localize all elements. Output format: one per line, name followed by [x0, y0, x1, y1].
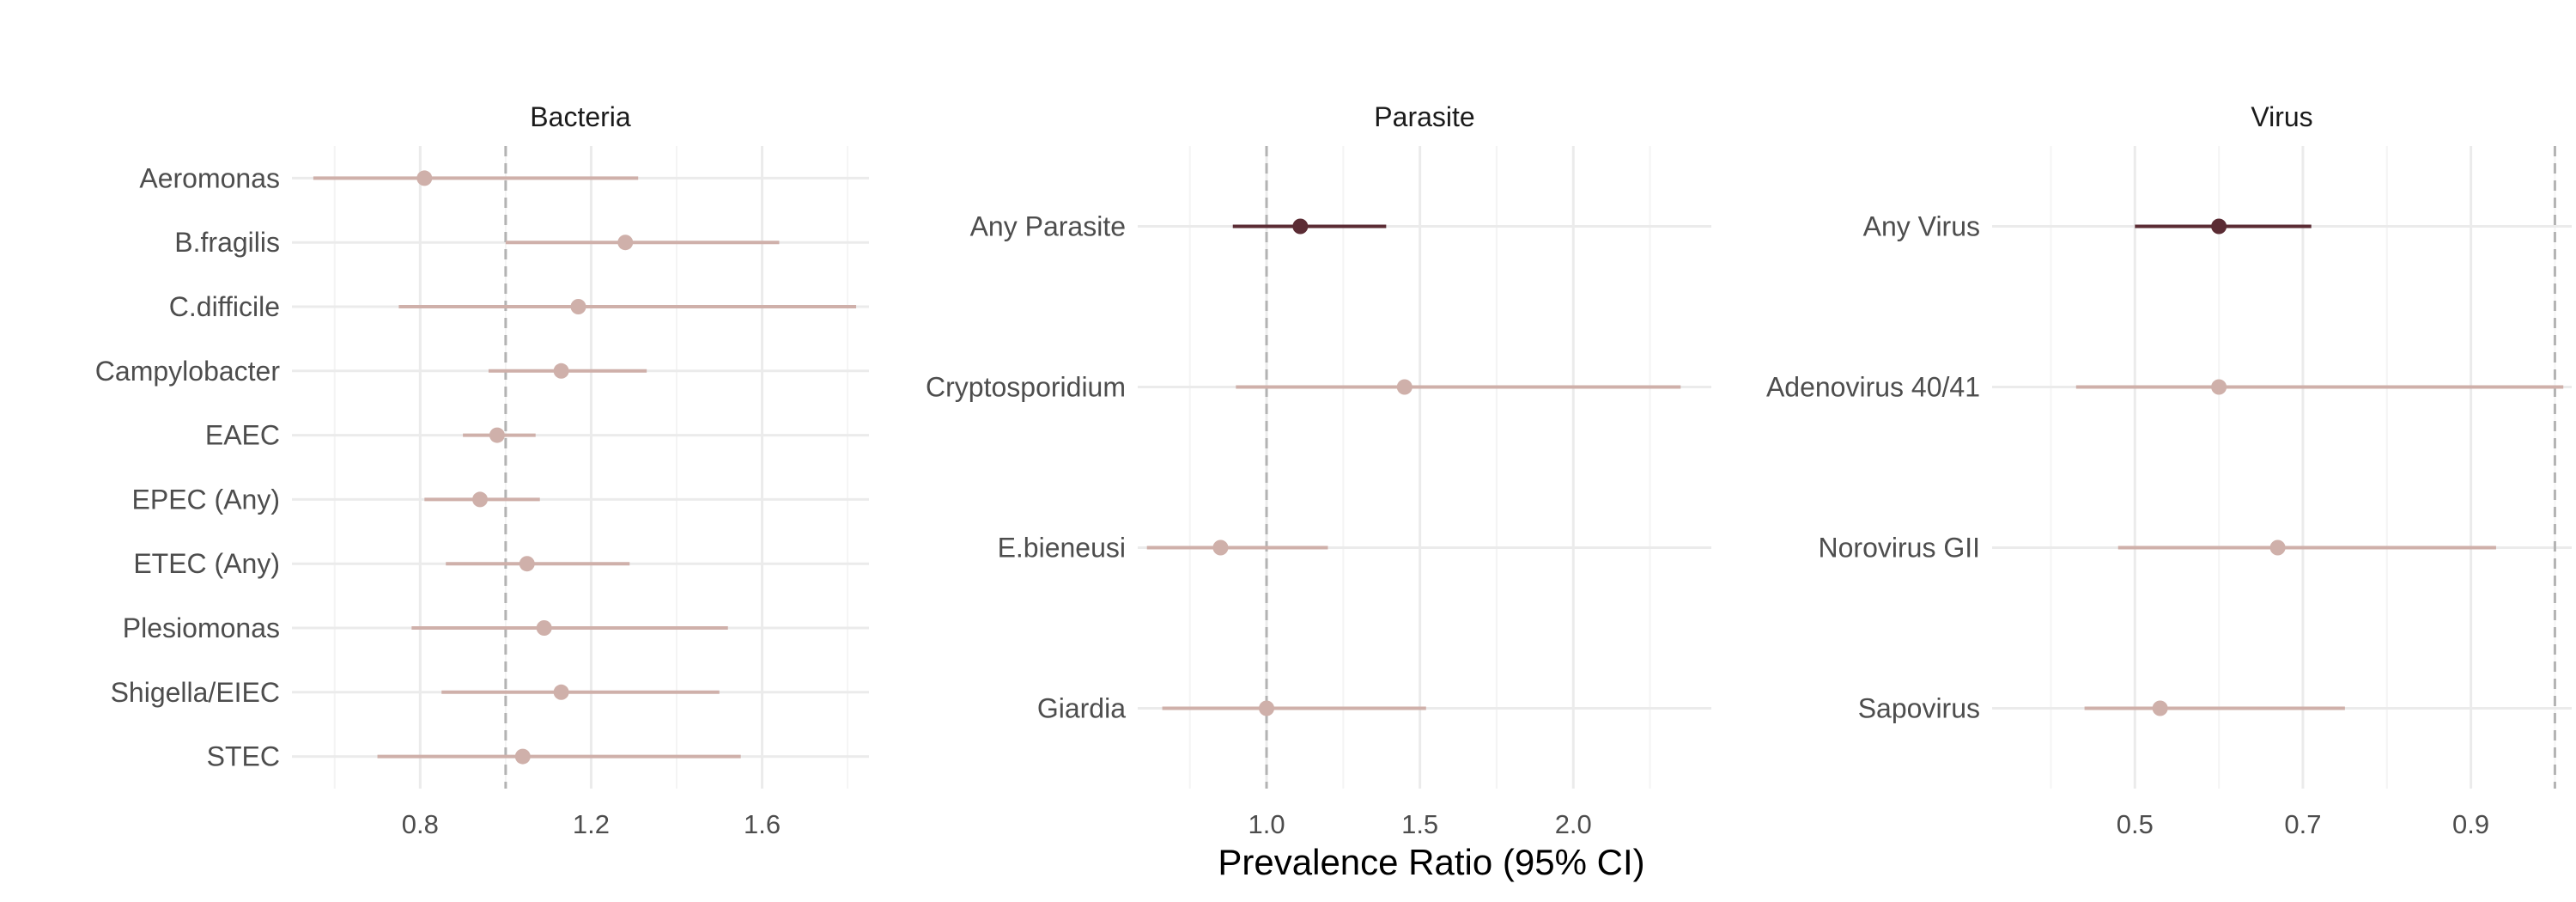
category-label: Shigella/EIEC	[111, 677, 280, 708]
panel-virus: Virus Any Virus Adenovirus 40/41 Norovirus …	[1766, 101, 2572, 839]
panel-title: Parasite	[1374, 101, 1474, 132]
panel-title: Bacteria	[530, 101, 631, 132]
point-estimate	[536, 620, 552, 636]
point-estimate	[514, 748, 531, 765]
x-tick-label: 1.0	[1248, 809, 1285, 839]
x-tick-label: 1.5	[1401, 809, 1438, 839]
panel-title: Virus	[2251, 101, 2312, 132]
point-estimate	[2269, 539, 2286, 556]
x-tick-label: 1.6	[744, 809, 781, 839]
point-estimate	[553, 684, 569, 700]
x-tick-label: 1.2	[573, 809, 610, 839]
point-estimate	[472, 491, 489, 508]
point-estimate	[2211, 379, 2227, 395]
point-estimate	[2152, 700, 2168, 716]
category-label: STEC	[207, 741, 280, 772]
category-label: EAEC	[205, 420, 280, 451]
point-estimate	[416, 170, 433, 186]
panel-parasite: Parasite Any Parasite Cryptosporidium E.bie…	[926, 101, 1711, 839]
point-estimate	[570, 299, 586, 314]
category-label: Any Parasite	[970, 211, 1126, 242]
category-label: E.bieneusi	[998, 533, 1126, 564]
category-label: B.fragilis	[174, 227, 280, 258]
point-estimate	[1259, 700, 1275, 716]
category-label: Adenovirus 40/41	[1766, 372, 1980, 403]
category-label: Any Virus	[1863, 211, 1980, 242]
category-label: Cryptosporidium	[926, 372, 1126, 403]
point-estimate	[1292, 218, 1309, 235]
x-tick-label: 2.0	[1555, 809, 1592, 839]
category-label: Campylobacter	[95, 356, 281, 387]
category-label: ETEC (Any)	[133, 548, 280, 579]
x-tick-label: 0.7	[2284, 809, 2321, 839]
point-estimate	[489, 427, 505, 443]
category-label: Sapovirus	[1858, 693, 1980, 724]
x-tick-label: 0.9	[2452, 809, 2489, 839]
category-label: Aeromonas	[139, 162, 280, 193]
category-label: Plesiomonas	[123, 613, 280, 643]
x-tick-label: 0.8	[402, 809, 439, 839]
point-estimate	[553, 363, 569, 379]
forest-plot-panels: Bacteria Aeromonas B.fragilis C.difficile Ca…	[95, 101, 2572, 839]
point-estimate	[2211, 218, 2227, 235]
point-estimate	[617, 235, 634, 251]
point-estimate	[1212, 539, 1229, 556]
point-estimate	[519, 556, 535, 572]
x-axis-title: Prevalence Ratio (95% CI)	[1218, 842, 1644, 882]
panel-bacteria: Bacteria Aeromonas B.fragilis C.difficile Ca…	[95, 101, 869, 839]
category-label: Giardia	[1037, 693, 1126, 724]
x-tick-label: 0.5	[2117, 809, 2154, 839]
category-label: C.difficile	[169, 291, 280, 322]
point-estimate	[1396, 379, 1413, 395]
category-label: EPEC (Any)	[132, 484, 280, 515]
category-label: Norovirus GII	[1819, 533, 1980, 564]
